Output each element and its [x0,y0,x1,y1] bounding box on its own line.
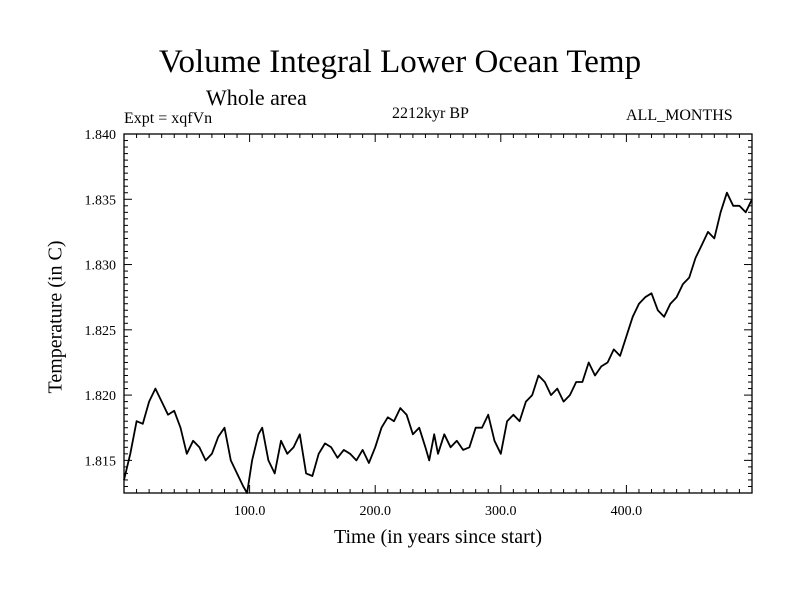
x-axis-label: Time (in years since start) [333,526,543,548]
series-lines [123,191,753,494]
chart-title: Volume Integral Lower Ocean Temp [158,44,642,80]
axis-tick-labels: 100.0 200.0 300.0 400.0 1.815 1.820 1.825 1.830… [85,128,643,519]
y-tick-label: 1.815 [85,454,117,469]
y-tick-label: 1.825 [85,324,117,339]
experiment-label: Expt = xqfVn [124,110,213,127]
x-tick-label: 400.0 [611,504,643,519]
months-label: ALL_MONTHS [626,107,733,124]
x-tick-label: 200.0 [359,504,391,519]
chart-subtitle: Whole area [206,85,307,110]
y-tick-label: 1.840 [85,128,117,143]
y-axis-label: Temperature (in C) [44,240,67,394]
period-label: 2212kyr BP [392,105,469,122]
x-tick-label: 100.0 [234,504,266,519]
axis-ticks [124,133,752,494]
y-tick-label: 1.835 [85,193,117,208]
y-tick-label: 1.830 [85,259,117,274]
series-line [123,191,753,494]
y-tick-label: 1.820 [85,389,117,404]
x-tick-label: 300.0 [485,504,517,519]
